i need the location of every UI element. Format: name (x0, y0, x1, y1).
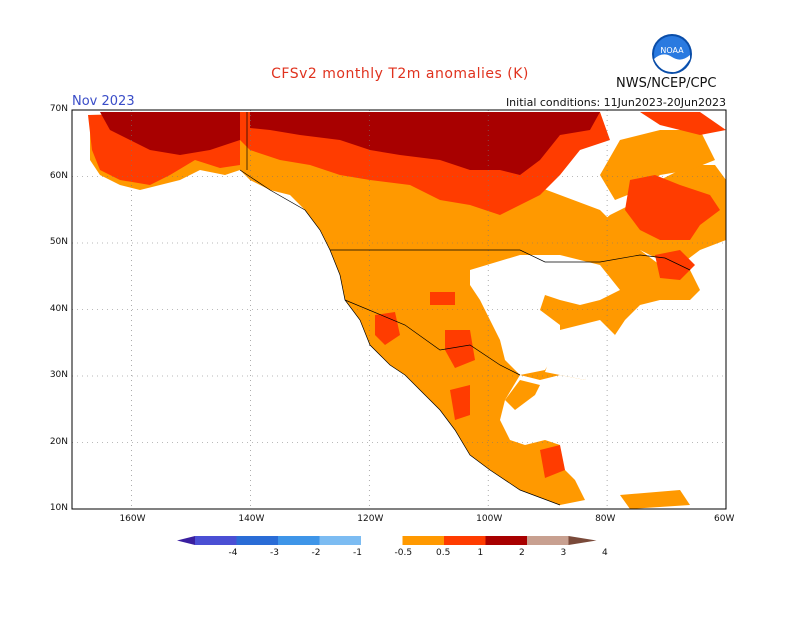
colorbar-box (402, 536, 444, 545)
region-mexico-east (505, 380, 540, 410)
border-us-mexico (344, 299, 521, 376)
region-mexico-red (450, 385, 470, 420)
noaa-logo: NOAA (651, 33, 693, 75)
colorbar-box (195, 536, 237, 545)
region-caribbean-spots (620, 490, 690, 509)
region-colorado-red (430, 292, 455, 305)
lon-label: 80W (595, 514, 616, 524)
region-northeast-canada-red (625, 175, 720, 240)
lat-label: 50N (49, 237, 68, 247)
lat-label: 30N (49, 370, 68, 380)
colorbar-arrow-low (177, 536, 195, 545)
border-us-canada (330, 249, 691, 271)
region-central-us-normal (470, 255, 620, 375)
colorbar-tick-label: 1 (477, 548, 484, 558)
colorbar-box (319, 536, 361, 545)
region-western-canada-us (240, 112, 700, 505)
region-newengland-red (655, 250, 695, 280)
agency-label: NWS/NCEP/CPC (616, 76, 717, 91)
region-southwest-red-2 (445, 330, 475, 368)
region-southeast-us-normal (545, 320, 615, 380)
lat-label: 70N (49, 104, 68, 114)
region-alaska-darkred (100, 112, 240, 155)
colorbar-tick-label: 4 (602, 548, 608, 558)
colorbar-box (444, 536, 486, 545)
colorbar-tick-label: -1 (353, 548, 362, 558)
lon-label: 60W (714, 514, 735, 524)
forecast-period: Nov 2023 (72, 94, 135, 109)
region-labrador (600, 130, 715, 200)
coastline-pacific (239, 169, 561, 506)
colorbar-box (236, 536, 278, 545)
initial-conditions: Initial conditions: 11Jun2023-20Jun2023 (505, 96, 726, 109)
colorbar-arrow-high (568, 536, 597, 545)
lon-label: 120W (357, 514, 384, 524)
lon-label: 160W (119, 514, 146, 524)
lat-label: 40N (49, 303, 68, 314)
region-arctic-islands-red (640, 112, 726, 135)
colorbar-box (485, 536, 527, 545)
region-central-america-red (540, 445, 565, 478)
colorbar (177, 536, 597, 545)
colorbar-tick-label: -3 (270, 548, 279, 558)
colorbar-box (527, 536, 569, 545)
lon-label: 140W (238, 514, 265, 524)
colorbar-tick-label: 0.5 (436, 548, 451, 558)
lat-label: 10N (49, 503, 68, 513)
map-frame (71, 109, 727, 510)
colorbar-tick-label: -0.5 (394, 548, 413, 558)
colorbar-box (361, 536, 403, 545)
colorbar-tick-label: 2 (519, 548, 525, 558)
lat-label: 20N (49, 436, 68, 447)
colorbar-tick-label: -4 (228, 548, 238, 558)
lat-label: 60N (49, 170, 68, 181)
map-title: CFSv2 monthly T2m anomalies (K) (271, 66, 529, 82)
region-northern-canada-darkred (250, 112, 600, 175)
lon-label: 100W (476, 514, 503, 524)
colorbar-tick-label: 3 (560, 548, 567, 558)
logo-text: NOAA (660, 46, 684, 55)
colorbar-box (278, 536, 320, 545)
colorbar-tick-label: -2 (311, 548, 321, 558)
